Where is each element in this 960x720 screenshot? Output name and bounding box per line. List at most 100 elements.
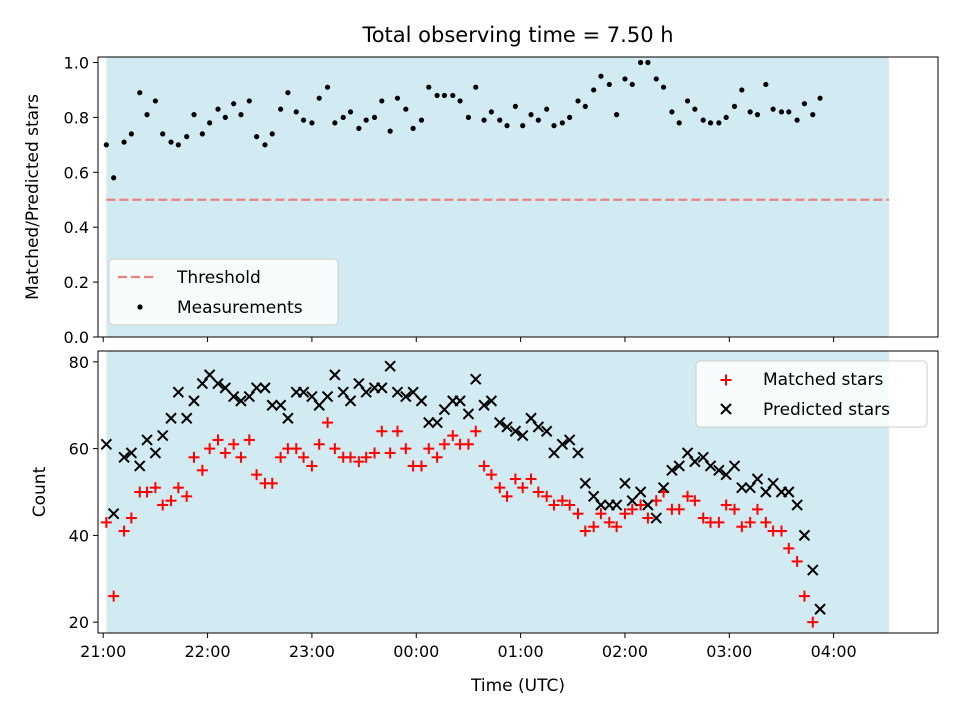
x-stroke [360, 386, 372, 398]
chart-title: Total observing time = 7.50 h [361, 23, 673, 47]
y-tick-label: 1.0 [64, 53, 89, 72]
x-stroke [619, 477, 631, 490]
predicted-star-point [156, 429, 169, 442]
measurement-point [810, 112, 816, 118]
y-axis-label: Count [30, 466, 50, 517]
measurement-point [512, 103, 518, 110]
matched-star-point [243, 434, 255, 446]
x-stroke [306, 390, 318, 403]
measurement-point [215, 106, 221, 112]
predicted-star-point [125, 447, 138, 459]
measurement-point [684, 98, 691, 104]
predicted-star-point [329, 369, 341, 381]
measurement-point [497, 117, 503, 123]
y-tick-label: 0.4 [64, 218, 89, 237]
x-tick-label: 03:00 [706, 642, 752, 661]
x-stroke [525, 412, 537, 424]
x-stroke [791, 499, 803, 511]
x-stroke [509, 425, 522, 437]
matched-star-point [509, 473, 521, 485]
measurement-point [262, 142, 268, 148]
y-tick-label: 0.2 [64, 273, 89, 292]
x-stroke [107, 507, 120, 520]
measurement-point [528, 112, 534, 118]
matched-star-point [751, 503, 763, 515]
measurement-point [700, 117, 706, 123]
x-stroke [344, 395, 357, 407]
x-stroke [212, 377, 224, 390]
x-stroke [415, 395, 428, 407]
x-stroke [532, 421, 545, 433]
x-stroke [431, 416, 443, 429]
measurement-point [801, 101, 808, 107]
measurement-point [473, 84, 479, 90]
measurement-point [629, 81, 635, 88]
predicted-star-point [360, 386, 372, 398]
x-stroke [274, 399, 287, 411]
measurement-point [103, 142, 109, 148]
predicted-star-point [321, 390, 334, 403]
y-tick-label: 60 [69, 440, 89, 459]
measurement-point [544, 106, 550, 112]
x-stroke [454, 395, 466, 407]
matched-star-point [438, 438, 450, 450]
x-stroke [516, 429, 529, 442]
x-stroke [165, 412, 177, 424]
x-stroke [172, 386, 185, 398]
predicted-star-point [736, 481, 748, 494]
measurement-point [332, 120, 338, 126]
matched-star-point [376, 425, 388, 437]
matched-star-point [290, 443, 302, 455]
x-tick-label: 00:00 [393, 642, 439, 661]
measurement-point [293, 109, 299, 115]
measurement-point [254, 134, 260, 140]
matched-star-point [181, 490, 193, 502]
measurement-point [184, 134, 190, 140]
measurement-point [763, 81, 769, 88]
measurement-point [111, 175, 117, 181]
matched-star-point [108, 590, 120, 602]
predicted-star-point [728, 460, 741, 472]
predicted-star-point [344, 395, 357, 407]
measurement-point [278, 106, 284, 112]
predicted-star-point [141, 434, 153, 446]
measurement-point [614, 112, 620, 118]
predicted-star-point [556, 438, 569, 450]
measurement-point [285, 90, 291, 96]
measurements-series [103, 59, 823, 181]
y-axis-ticks: 0.0 0.2 0.4 0.6 0.8 1.0 [64, 53, 98, 347]
predicted-star-point [259, 382, 271, 394]
x-tick-label: 23:00 [289, 642, 335, 661]
x-stroke [149, 447, 162, 459]
measurement-point [606, 81, 612, 88]
measurement-point [160, 131, 166, 137]
matched-star-point [165, 495, 177, 507]
predicted-star-point [720, 468, 732, 481]
predicted-star-point [650, 512, 662, 524]
x-tick-label: 01:00 [498, 642, 544, 661]
measurement-point [450, 92, 456, 99]
predicted-star-point [118, 451, 130, 463]
legend-measurements-swatch [137, 304, 143, 310]
measurement-point [144, 112, 150, 118]
predicted-star-point [454, 395, 466, 407]
matched-star-point [369, 447, 381, 459]
matched-star-point [564, 499, 576, 511]
plot-frame [97, 56, 939, 338]
x-stroke [501, 421, 513, 433]
measurement-point [535, 117, 541, 123]
measurement-point [488, 109, 494, 115]
predicted-star-point [212, 377, 224, 390]
x-stroke [556, 438, 569, 450]
matched-star-point [673, 503, 685, 515]
matched-star-point [298, 451, 310, 463]
matched-star-point [313, 438, 325, 450]
matched-star-point [642, 512, 654, 524]
predicted-star-point [610, 499, 623, 511]
matched-star-point [548, 499, 560, 511]
measurement-point [747, 109, 753, 115]
measurement-point [418, 117, 425, 123]
measurement-point [300, 117, 307, 123]
predicted-star-point [431, 416, 443, 429]
